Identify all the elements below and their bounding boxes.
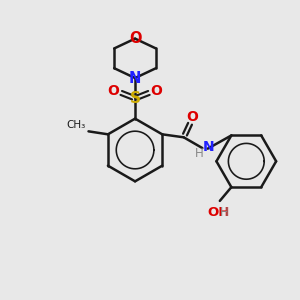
Text: N: N xyxy=(203,140,214,154)
Text: H: H xyxy=(194,147,203,160)
Text: O: O xyxy=(186,110,198,124)
Text: CH₃: CH₃ xyxy=(67,120,86,130)
Text: OH: OH xyxy=(207,206,230,219)
Text: O: O xyxy=(129,31,141,46)
Text: H: H xyxy=(220,206,229,219)
Text: O: O xyxy=(108,85,120,98)
Text: N: N xyxy=(129,70,141,86)
Text: O: O xyxy=(151,85,162,98)
Text: S: S xyxy=(130,91,141,106)
